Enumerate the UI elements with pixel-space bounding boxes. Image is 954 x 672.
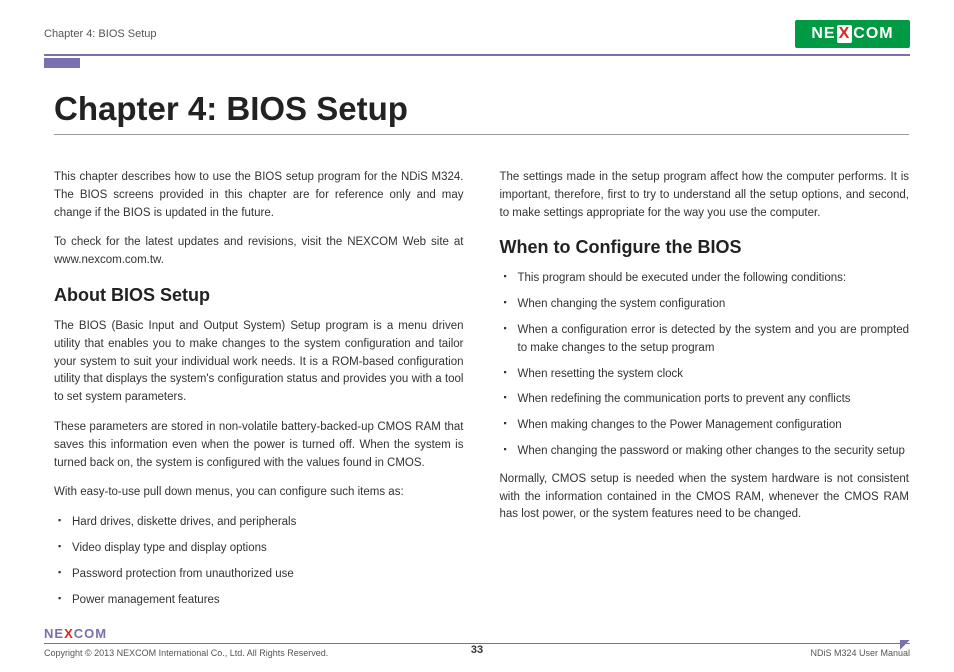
logo-right: COM <box>853 25 893 43</box>
when-heading: When to Configure the BIOS <box>500 234 910 262</box>
footer-logo: NEXCOM <box>44 626 107 641</box>
when-list: This program should be executed under th… <box>500 270 910 461</box>
settings-paragraph: The settings made in the setup program a… <box>500 169 910 222</box>
list-item: Hard drives, diskette drives, and periph… <box>58 514 464 532</box>
list-item: When changing the password or making oth… <box>504 443 910 461</box>
list-item: This program should be executed under th… <box>504 270 910 288</box>
right-column: The settings made in the setup program a… <box>500 169 910 620</box>
intro-paragraph: This chapter describes how to use the BI… <box>54 169 464 222</box>
chapter-title: Chapter 4: BIOS Setup <box>54 90 910 128</box>
copyright-text: Copyright © 2013 NEXCOM International Co… <box>44 648 328 658</box>
list-item: When resetting the system clock <box>504 366 910 384</box>
list-item: When a configuration error is detected b… <box>504 322 910 358</box>
header-rule <box>44 54 910 56</box>
footer-logo-x-icon: X <box>64 626 74 641</box>
footer-logo-right: COM <box>74 626 107 641</box>
footer-logo-left: NE <box>44 626 64 641</box>
content-columns: This chapter describes how to use the BI… <box>54 169 909 620</box>
manual-name: NDiS M324 User Manual <box>810 648 910 658</box>
config-items-list: Hard drives, diskette drives, and periph… <box>54 514 464 609</box>
about-paragraph: With easy-to-use pull down menus, you ca… <box>54 484 464 502</box>
list-item: Power management features <box>58 592 464 610</box>
list-item: When redefining the communication ports … <box>504 391 910 409</box>
footer-row: Copyright © 2013 NEXCOM International Co… <box>44 648 910 658</box>
intro-paragraph: To check for the latest updates and revi… <box>54 234 464 270</box>
about-paragraph: These parameters are stored in non-volat… <box>54 419 464 472</box>
logo-top: NEXCOM <box>795 20 910 48</box>
about-heading: About BIOS Setup <box>54 282 464 310</box>
logo-x-icon: X <box>837 25 853 43</box>
title-underline <box>54 134 909 135</box>
page-footer: NEXCOM Copyright © 2013 NEXCOM Internati… <box>44 625 910 658</box>
left-column: This chapter describes how to use the BI… <box>54 169 464 620</box>
list-item: Password protection from unauthorized us… <box>58 566 464 584</box>
list-item: When changing the system configuration <box>504 296 910 314</box>
list-item: When making changes to the Power Managem… <box>504 417 910 435</box>
logo-left: NE <box>811 25 835 43</box>
cmos-paragraph: Normally, CMOS setup is needed when the … <box>500 471 910 524</box>
page-header: Chapter 4: BIOS Setup NEXCOM <box>44 18 910 50</box>
breadcrumb: Chapter 4: BIOS Setup <box>44 28 157 40</box>
list-item: Video display type and display options <box>58 540 464 558</box>
page-number: 33 <box>471 644 483 656</box>
about-paragraph: The BIOS (Basic Input and Output System)… <box>54 318 464 407</box>
